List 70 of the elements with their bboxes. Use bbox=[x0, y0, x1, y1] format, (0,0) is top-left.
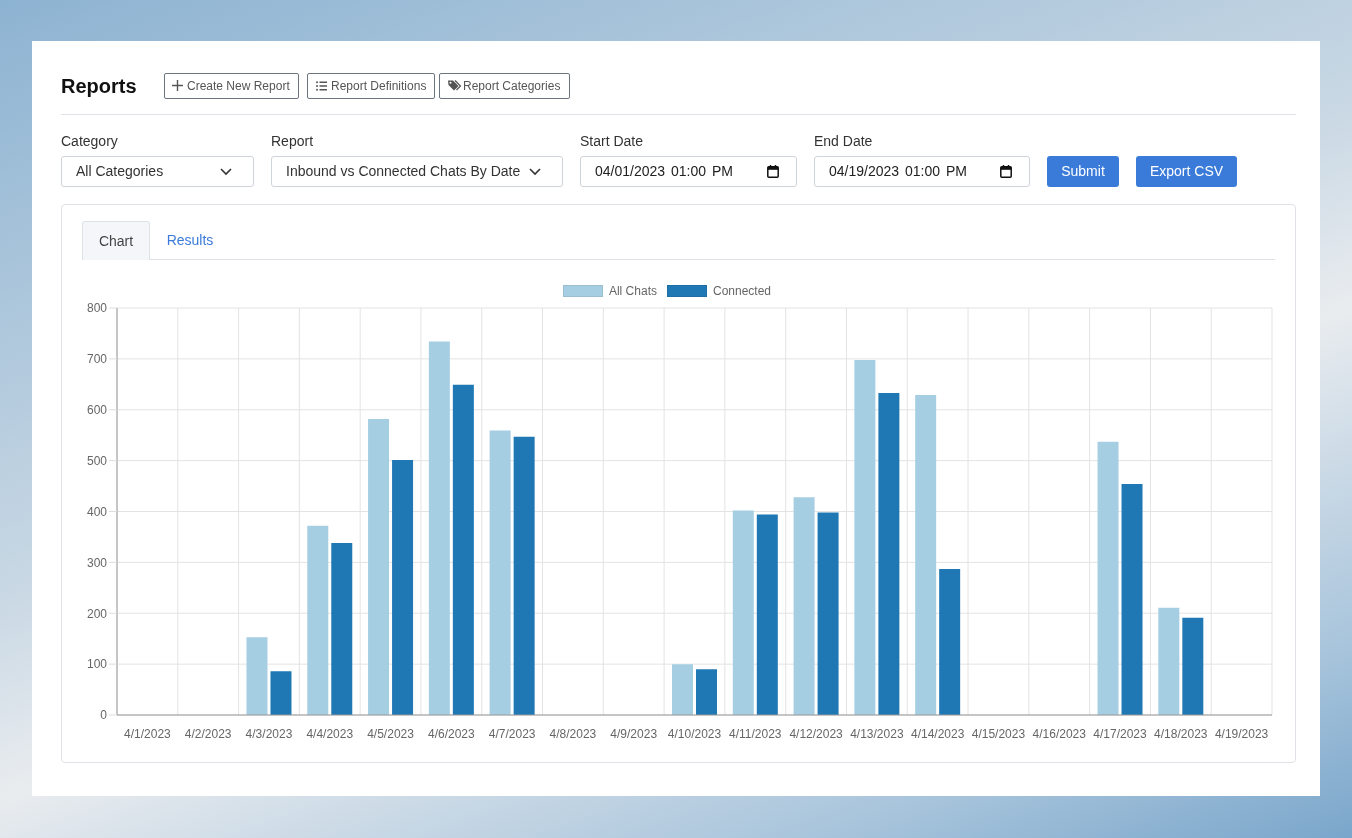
text: End Date bbox=[814, 133, 873, 149]
legend-label: All Chats bbox=[608, 284, 657, 298]
text: Report Categories bbox=[439, 73, 570, 99]
y-tick-label: 600 bbox=[86, 403, 108, 418]
y-tick-label: 300 bbox=[86, 555, 108, 570]
bar bbox=[270, 671, 292, 715]
bar bbox=[246, 637, 268, 715]
bar bbox=[1097, 441, 1119, 715]
bar bbox=[672, 664, 694, 715]
text: Start Date bbox=[580, 133, 644, 149]
x-tick-label: 4/5/2023 bbox=[367, 726, 415, 741]
x-tick-label: 4/8/2023 bbox=[549, 726, 597, 741]
x-tick-label: 4/13/2023 bbox=[850, 726, 904, 741]
x-tick-label: 4/2/2023 bbox=[184, 726, 232, 741]
bar bbox=[817, 512, 839, 715]
bar bbox=[392, 460, 414, 715]
x-tick-label: 4/7/2023 bbox=[488, 726, 536, 741]
text: Export CSV bbox=[1136, 156, 1237, 187]
y-tick-label: 700 bbox=[86, 352, 108, 367]
bar bbox=[793, 497, 815, 715]
text: Submit bbox=[1047, 156, 1119, 187]
x-tick-label: 4/15/2023 bbox=[971, 726, 1026, 741]
bar bbox=[939, 568, 961, 715]
text: All Categories bbox=[61, 156, 254, 187]
bar bbox=[489, 430, 511, 715]
text: Chart bbox=[82, 221, 150, 260]
bar bbox=[452, 384, 474, 715]
bar bbox=[854, 359, 876, 715]
text: Report bbox=[271, 133, 314, 149]
y-tick-label: 500 bbox=[86, 453, 108, 468]
x-tick-label: 4/17/2023 bbox=[1093, 726, 1148, 741]
x-tick-label: 4/18/2023 bbox=[1154, 726, 1208, 741]
x-tick-label: 4/14/2023 bbox=[910, 726, 965, 741]
x-tick-label: 4/16/2023 bbox=[1032, 726, 1087, 741]
x-tick-label: 4/9/2023 bbox=[610, 726, 658, 741]
text: Inbound vs Connected Chats By Date bbox=[271, 156, 563, 187]
bar bbox=[878, 392, 900, 715]
x-tick-label: 4/10/2023 bbox=[667, 726, 722, 741]
bar bbox=[1121, 484, 1143, 715]
text: 04/19/2023 01:00 PM bbox=[814, 156, 1030, 187]
bar bbox=[756, 514, 778, 715]
bar bbox=[1158, 607, 1180, 715]
bar bbox=[696, 669, 718, 715]
text: Category bbox=[61, 133, 118, 149]
bar bbox=[307, 525, 329, 715]
bar bbox=[1182, 617, 1204, 715]
y-tick-label: 800 bbox=[86, 301, 108, 316]
bar bbox=[732, 510, 754, 715]
x-tick-label: 4/6/2023 bbox=[427, 726, 476, 741]
text: Results bbox=[165, 231, 215, 250]
bar bbox=[368, 418, 390, 715]
legend-label: Connected bbox=[712, 284, 772, 298]
bar bbox=[428, 341, 450, 715]
y-tick-label: 0 bbox=[100, 708, 108, 723]
y-tick-label: 200 bbox=[86, 606, 108, 621]
x-tick-label: 4/3/2023 bbox=[245, 726, 293, 741]
chart-title: Reports bbox=[61, 74, 137, 99]
bar bbox=[513, 436, 535, 715]
y-tick-label: 400 bbox=[86, 504, 108, 519]
y-tick-label: 100 bbox=[86, 657, 108, 672]
x-tick-label: 4/4/2023 bbox=[306, 726, 354, 741]
x-tick-label: 4/12/2023 bbox=[789, 726, 844, 741]
x-tick-label: 4/11/2023 bbox=[729, 726, 782, 741]
bar bbox=[915, 395, 937, 715]
text: 04/01/2023 01:00 PM bbox=[580, 156, 797, 187]
bar bbox=[331, 543, 353, 715]
text: Create New Report bbox=[164, 73, 299, 99]
x-tick-label: 4/1/2023 bbox=[124, 726, 172, 741]
text: Report Definitions bbox=[307, 73, 435, 99]
x-tick-label: 4/19/2023 bbox=[1214, 726, 1269, 741]
